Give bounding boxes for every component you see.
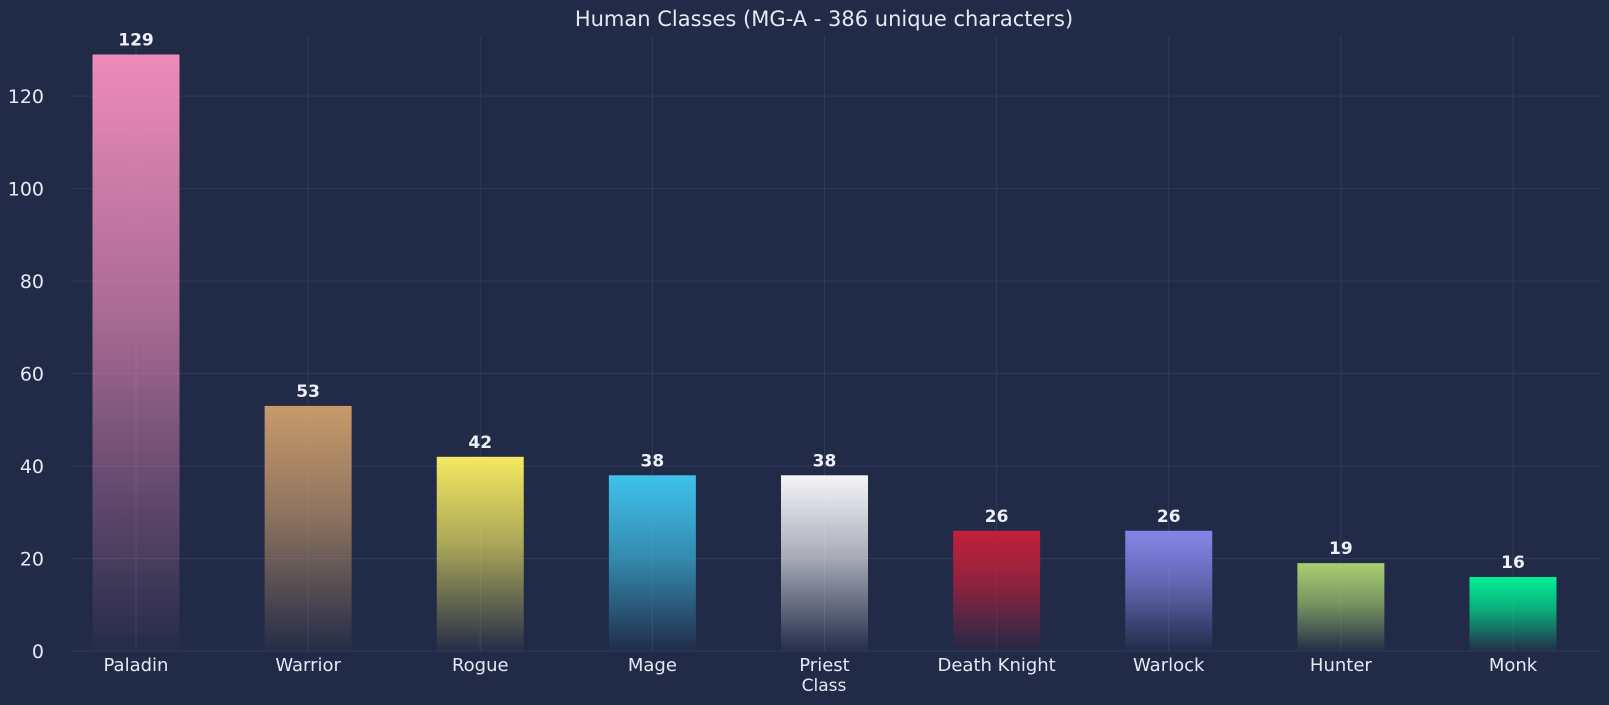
value-labels: 129 53 42 38 38 26 26 19 16 [118,30,1525,573]
chart-title: Human Classes (MG-A - 386 unique charact… [575,7,1073,31]
y-tick-label: 40 [20,456,44,478]
data-label: 19 [1329,539,1353,559]
bar-hunter [1297,563,1385,651]
bar-mage [608,475,696,651]
y-tick-label: 0 [32,641,44,663]
x-axis-ticks: Paladin Warrior Rogue Mage Priest Death Knigh… [104,655,1538,676]
data-label: 26 [985,507,1009,527]
y-tick-label: 80 [20,271,44,293]
data-label: 53 [296,382,320,402]
x-tick-label: Priest [799,655,849,676]
data-label: 42 [468,433,492,453]
y-axis-ticks: 0 20 40 60 80 100 120 [8,86,44,663]
bar-warrior [264,405,352,651]
x-tick-label: Mage [628,655,677,676]
bar-rogue [436,456,524,651]
bar-priest [781,475,868,651]
bar-death-knight [953,530,1041,651]
bar-paladin [92,54,180,652]
y-tick-label: 120 [8,86,44,108]
bar-monk [1469,577,1557,651]
x-tick-label: Rogue [452,655,509,676]
data-label: 38 [813,451,837,471]
x-tick-label: Monk [1489,655,1538,676]
x-tick-label: Paladin [104,655,169,676]
data-label: 16 [1501,553,1525,573]
x-tick-label: Warrior [275,655,341,676]
y-tick-label: 100 [8,179,44,201]
bar-warlock [1125,530,1213,651]
x-tick-label: Warlock [1133,655,1205,676]
x-axis-label: Class [802,676,847,696]
y-tick-label: 20 [20,549,44,571]
data-label: 38 [641,451,665,471]
x-tick-label: Death Knight [937,655,1055,676]
data-label: 129 [118,30,154,50]
y-tick-label: 60 [20,364,44,386]
bars [92,54,1557,652]
data-label: 26 [1157,507,1181,527]
x-tick-label: Hunter [1310,655,1372,676]
